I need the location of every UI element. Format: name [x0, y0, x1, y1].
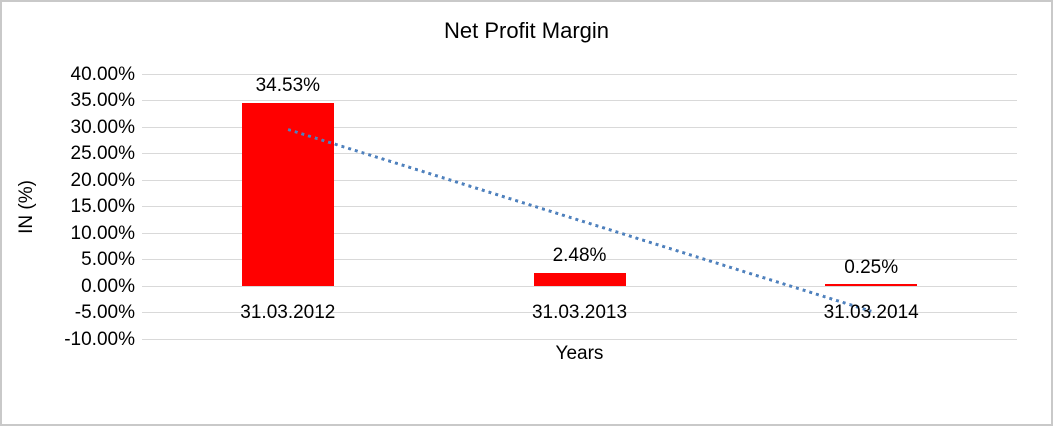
bar-data-label: 0.25% — [844, 256, 899, 278]
y-axis-tick-label: 0.00% — [81, 275, 135, 297]
y-axis-tick-label: 15.00% — [70, 196, 135, 217]
gridline — [142, 232, 1017, 234]
chart-title: Net Profit Margin — [443, 18, 610, 43]
gridline — [142, 285, 1017, 287]
bar — [825, 284, 918, 286]
bar — [533, 272, 626, 286]
gridline — [142, 153, 1017, 154]
y-axis-tick-label: 20.00% — [70, 169, 135, 191]
gridline — [142, 206, 1017, 207]
x-axis-category-label: 31.03.2013 — [531, 302, 628, 323]
bar-data-label: 34.53% — [255, 74, 321, 96]
y-axis-tick-label: 5.00% — [81, 249, 135, 270]
bar — [241, 102, 334, 286]
y-axis-tick-label: 35.00% — [70, 90, 135, 111]
gridline — [142, 259, 1017, 260]
x-axis-category-label: 31.03.2012 — [240, 302, 336, 323]
gridline — [142, 338, 1017, 340]
y-axis-tick-label: -5.00% — [74, 302, 135, 323]
x-axis-category-label: 31.03.2014 — [823, 302, 919, 323]
gridline — [142, 179, 1017, 181]
y-axis-tick-label: 10.00% — [70, 222, 135, 244]
y-axis-tick-label: 25.00% — [70, 143, 135, 164]
y-axis-tick-label: 40.00% — [70, 63, 135, 85]
gridline — [142, 312, 1017, 313]
x-axis-title: Years — [555, 343, 604, 364]
gridline — [142, 126, 1017, 128]
gridline — [142, 73, 1017, 75]
y-axis-tick-label: -10.00% — [64, 328, 135, 350]
y-axis-tick-label: 30.00% — [70, 116, 135, 138]
gridline — [142, 100, 1017, 101]
bar-data-label: 2.48% — [552, 244, 607, 266]
